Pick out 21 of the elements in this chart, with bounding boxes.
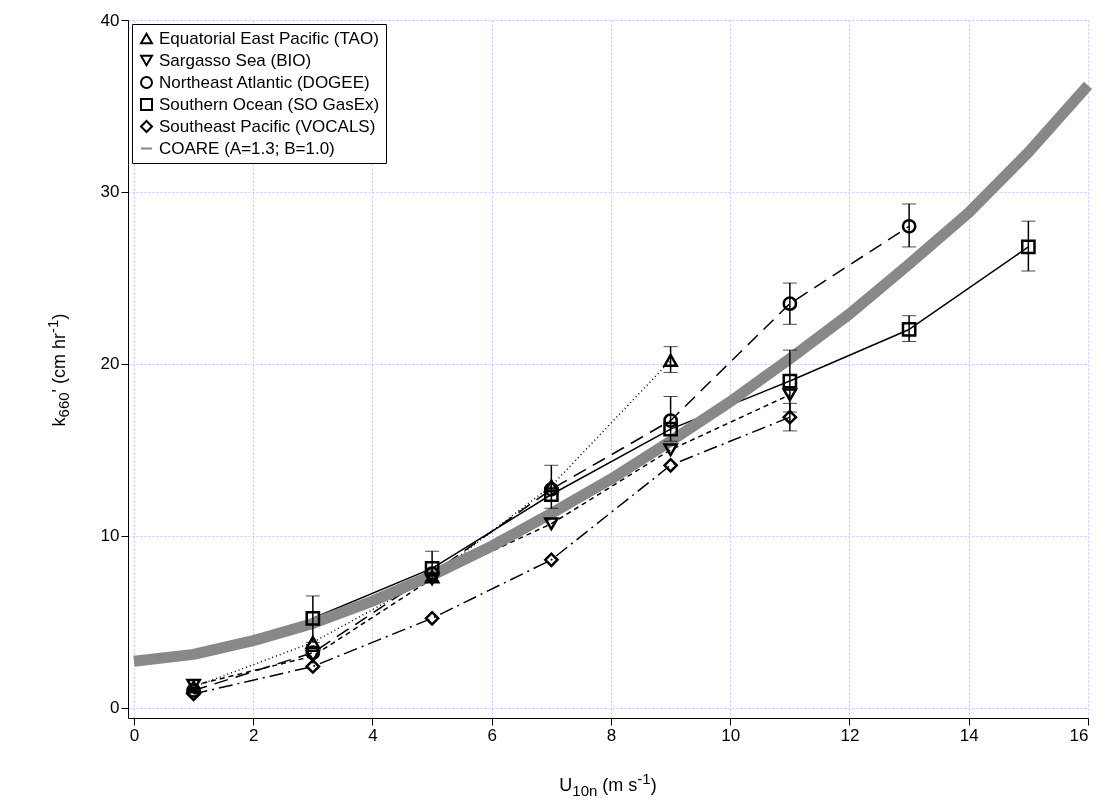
legend-label: Northeast Atlantic (DOGEE) (159, 72, 370, 92)
x-tick-label: 0 (129, 725, 140, 745)
legend-label: Southern Ocean (SO GasEx) (159, 94, 380, 114)
x-axis-title: U$_{10n}$ (m s$^{-1}$) (559, 770, 657, 799)
x-tick-label: 14 (959, 725, 979, 745)
x-tick-label: 2 (248, 725, 259, 745)
y-tick-label: 30 (100, 182, 120, 202)
legend-label: Sargasso Sea (BIO) (159, 50, 312, 70)
legend-label: COARE (A=1.3; B=1.0) (159, 138, 335, 158)
x-tick-label: 10 (721, 725, 741, 745)
x-tick-label: 12 (840, 725, 860, 745)
legend-label: Equatorial East Pacific (TAO) (159, 28, 379, 48)
x-tick-label: 16 (1069, 725, 1089, 745)
x-tick-label: 6 (487, 725, 497, 745)
x-tick-label: 8 (606, 725, 617, 745)
x-tick-label: 4 (368, 725, 378, 745)
legend-label: Southeast Pacific (VOCALS) (159, 116, 376, 136)
y-tick-label: 0 (110, 698, 120, 718)
y-tick-label: 40 (100, 10, 120, 30)
y-tick-label: 10 (100, 526, 120, 546)
y-tick-label: 20 (100, 354, 120, 374)
